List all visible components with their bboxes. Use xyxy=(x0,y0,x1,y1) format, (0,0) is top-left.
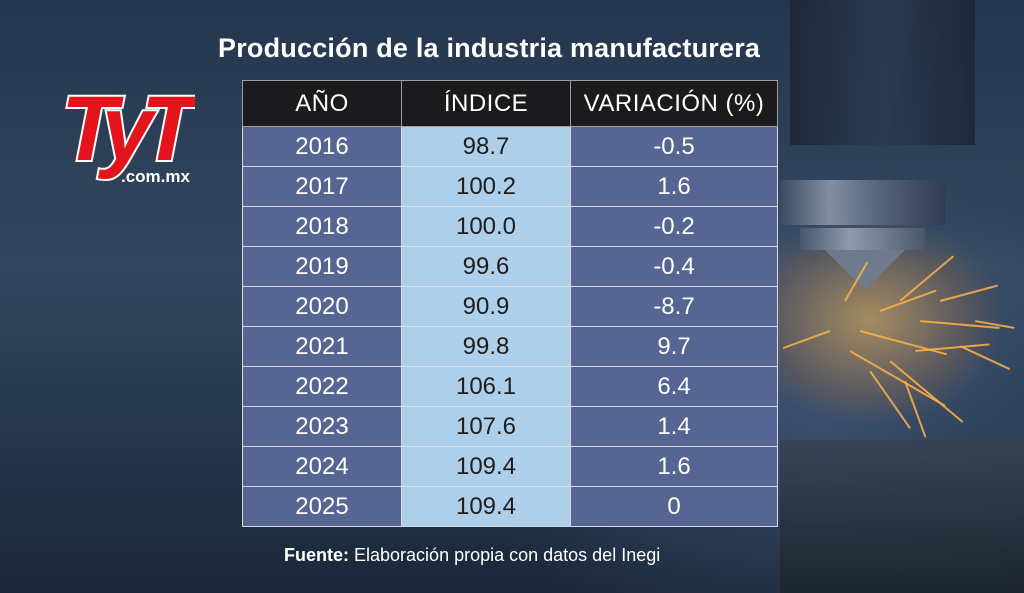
cell-variation: -0.4 xyxy=(570,246,778,287)
laser-nozzle xyxy=(825,250,905,290)
cell-year: 2016 xyxy=(242,126,402,167)
cell-year: 2023 xyxy=(242,406,402,447)
production-table: AÑO ÍNDICE VARIACIÓN (%) 2016 98.7 -0.5 201… xyxy=(242,80,778,527)
table-row: 2019 99.6 -0.4 xyxy=(242,246,778,287)
cell-variation: 9.7 xyxy=(570,326,778,367)
cell-index: 90.9 xyxy=(401,286,571,327)
cell-year: 2022 xyxy=(242,366,402,407)
table-row: 2022 106.1 6.4 xyxy=(242,366,778,407)
table-body: 2016 98.7 -0.5 2017 100.2 1.6 2018 100.0 -0.2 201… xyxy=(242,126,778,527)
laser-head-collar xyxy=(800,228,925,250)
header-index: ÍNDICE xyxy=(401,80,571,127)
table-row: 2018 100.0 -0.2 xyxy=(242,206,778,247)
laser-head-body xyxy=(790,0,975,145)
metal-sheet xyxy=(780,440,1024,593)
cell-year: 2019 xyxy=(242,246,402,287)
cell-year: 2020 xyxy=(242,286,402,327)
cell-variation: 1.6 xyxy=(570,446,778,487)
cell-index: 99.8 xyxy=(401,326,571,367)
cell-variation: 6.4 xyxy=(570,366,778,407)
source-text: Elaboración propia con datos del Inegi xyxy=(354,545,661,565)
table-row: 2021 99.8 9.7 xyxy=(242,326,778,367)
table-row: 2020 90.9 -8.7 xyxy=(242,286,778,327)
logo-wordmark: TyT xyxy=(61,78,195,180)
tyt-logo: TyT .com.mx xyxy=(59,76,195,186)
cell-variation: -8.7 xyxy=(570,286,778,327)
cell-index: 107.6 xyxy=(401,406,571,447)
table-row: 2023 107.6 1.4 xyxy=(242,406,778,447)
cell-variation: -0.5 xyxy=(570,126,778,167)
cell-index: 106.1 xyxy=(401,366,571,407)
cell-index: 100.0 xyxy=(401,206,571,247)
header-variation: VARIACIÓN (%) xyxy=(570,80,778,127)
cell-variation: 1.6 xyxy=(570,166,778,207)
header-year: AÑO xyxy=(242,80,402,127)
cell-variation: 0 xyxy=(570,486,778,527)
cell-index: 109.4 xyxy=(401,446,571,487)
source-label: Fuente: xyxy=(284,545,349,565)
header-row: AÑO ÍNDICE VARIACIÓN (%) xyxy=(242,80,778,127)
cell-index: 99.6 xyxy=(401,246,571,287)
cell-index: 100.2 xyxy=(401,166,571,207)
laser-head-ring xyxy=(780,180,945,225)
table-row: 2017 100.2 1.6 xyxy=(242,166,778,207)
logo-domain: .com.mx xyxy=(121,167,191,186)
table-row: 2024 109.4 1.6 xyxy=(242,446,778,487)
source-note: Fuente: Elaboración propia con datos del… xyxy=(284,545,744,566)
cell-variation: -0.2 xyxy=(570,206,778,247)
table-row: 2025 109.4 0 xyxy=(242,486,778,527)
cell-index: 109.4 xyxy=(401,486,571,527)
cell-variation: 1.4 xyxy=(570,406,778,447)
cell-year: 2025 xyxy=(242,486,402,527)
page-title: Producción de la industria manufacturera xyxy=(218,33,761,63)
cell-index: 98.7 xyxy=(401,126,571,167)
cell-year: 2021 xyxy=(242,326,402,367)
table-row: 2016 98.7 -0.5 xyxy=(242,126,778,167)
cell-year: 2018 xyxy=(242,206,402,247)
cell-year: 2024 xyxy=(242,446,402,487)
cell-year: 2017 xyxy=(242,166,402,207)
